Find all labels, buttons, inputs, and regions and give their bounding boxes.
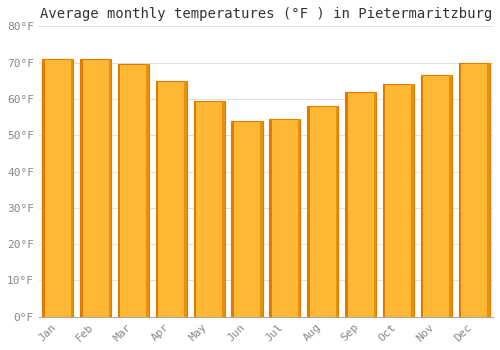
Title: Average monthly temperatures (°F ) in Pietermaritzburg: Average monthly temperatures (°F ) in Pi… [40,7,492,21]
Bar [156,81,158,317]
Bar [383,84,386,317]
Bar [80,59,82,317]
Bar [42,59,44,317]
Bar [345,92,376,317]
Bar [270,119,300,317]
Bar [194,101,224,317]
Bar [307,106,338,317]
Bar [421,75,423,317]
Bar [383,84,414,317]
Bar [458,63,461,317]
Bar [118,64,120,317]
Bar [232,121,234,317]
Bar [222,101,224,317]
Bar [108,59,111,317]
Bar [298,119,300,317]
Bar [260,121,262,317]
Bar [336,106,338,317]
Bar [458,63,490,317]
Bar [307,106,310,317]
Bar [80,59,111,317]
Bar [194,101,196,317]
Bar [450,75,452,317]
Bar [270,119,272,317]
Bar [412,84,414,317]
Bar [232,121,262,317]
Bar [71,59,74,317]
Bar [118,64,149,317]
Bar [374,92,376,317]
Bar [184,81,187,317]
Bar [345,92,348,317]
Bar [487,63,490,317]
Bar [421,75,452,317]
Bar [42,59,74,317]
Bar [156,81,187,317]
Bar [146,64,149,317]
